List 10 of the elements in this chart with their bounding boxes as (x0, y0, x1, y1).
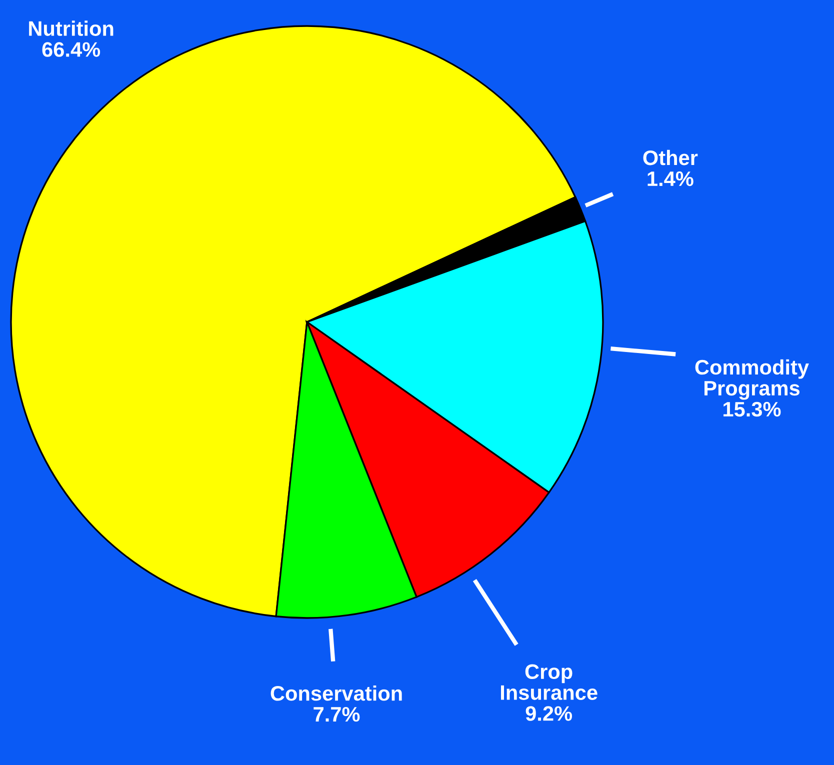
data-label: 7.7% (314, 707, 360, 722)
slice-label: Crop Insurance (501, 664, 598, 700)
data-label: 9.2% (526, 706, 572, 721)
slice-label: Commodity Programs (695, 359, 809, 400)
data-label: 1.4% (648, 171, 694, 186)
data-label: 15.3% (724, 402, 781, 417)
slice-label: Other (643, 150, 698, 166)
slice-label: Nutrition (29, 20, 114, 36)
slice-label: Conservation (270, 685, 402, 701)
data-label: 66.4% (42, 42, 100, 57)
